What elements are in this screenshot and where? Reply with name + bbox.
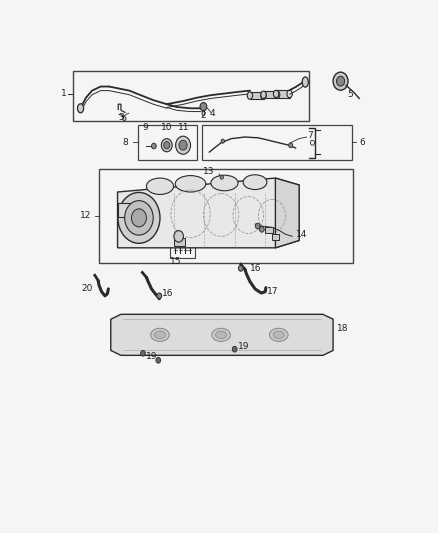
Text: 1: 1 bbox=[60, 90, 66, 99]
Polygon shape bbox=[111, 314, 333, 356]
Bar bbox=[74, 71, 309, 120]
Ellipse shape bbox=[155, 331, 166, 338]
Circle shape bbox=[161, 139, 172, 152]
Ellipse shape bbox=[151, 328, 170, 342]
Circle shape bbox=[141, 350, 145, 356]
Text: 14: 14 bbox=[297, 230, 308, 239]
Text: 19: 19 bbox=[146, 352, 157, 361]
Circle shape bbox=[336, 76, 345, 86]
Bar bbox=[202, 125, 352, 159]
Bar bbox=[264, 91, 277, 99]
Ellipse shape bbox=[212, 328, 230, 342]
Polygon shape bbox=[276, 178, 299, 248]
Text: 20: 20 bbox=[81, 285, 93, 293]
Ellipse shape bbox=[261, 91, 266, 99]
Ellipse shape bbox=[269, 328, 288, 342]
Circle shape bbox=[156, 358, 161, 363]
Text: 5: 5 bbox=[347, 90, 353, 99]
Circle shape bbox=[179, 140, 187, 150]
Ellipse shape bbox=[202, 111, 205, 116]
Circle shape bbox=[125, 200, 153, 235]
Circle shape bbox=[118, 192, 160, 243]
Text: 6: 6 bbox=[359, 138, 365, 147]
Circle shape bbox=[311, 140, 314, 145]
Ellipse shape bbox=[261, 92, 266, 99]
Circle shape bbox=[174, 231, 184, 242]
Text: 13: 13 bbox=[203, 167, 215, 176]
Circle shape bbox=[333, 72, 348, 90]
Text: 12: 12 bbox=[80, 211, 91, 220]
Bar bbox=[99, 168, 353, 263]
Text: 16: 16 bbox=[162, 289, 173, 298]
Ellipse shape bbox=[302, 77, 308, 87]
Circle shape bbox=[259, 227, 264, 232]
Bar bbox=[170, 228, 194, 257]
Ellipse shape bbox=[287, 90, 293, 98]
Bar bbox=[265, 227, 273, 233]
Text: 17: 17 bbox=[267, 287, 279, 296]
Polygon shape bbox=[117, 178, 299, 248]
Bar bbox=[272, 235, 279, 240]
Ellipse shape bbox=[78, 104, 84, 113]
Bar bbox=[138, 125, 197, 159]
Text: 4: 4 bbox=[210, 109, 215, 118]
Bar bbox=[174, 238, 185, 246]
Circle shape bbox=[221, 139, 224, 143]
Circle shape bbox=[220, 175, 223, 179]
Circle shape bbox=[200, 102, 207, 111]
Circle shape bbox=[164, 142, 170, 149]
Circle shape bbox=[157, 293, 162, 298]
Text: 18: 18 bbox=[337, 324, 349, 333]
Ellipse shape bbox=[273, 90, 279, 98]
Text: 15: 15 bbox=[170, 257, 181, 266]
Ellipse shape bbox=[215, 331, 226, 338]
Ellipse shape bbox=[274, 91, 280, 99]
Text: 8: 8 bbox=[122, 138, 128, 147]
Ellipse shape bbox=[247, 92, 253, 99]
Circle shape bbox=[232, 346, 237, 352]
Circle shape bbox=[289, 143, 293, 148]
Text: 2: 2 bbox=[201, 111, 206, 120]
Bar bbox=[117, 204, 131, 216]
Text: 10: 10 bbox=[161, 123, 173, 132]
Circle shape bbox=[176, 136, 191, 154]
Circle shape bbox=[123, 117, 126, 120]
Text: 16: 16 bbox=[250, 264, 261, 273]
Ellipse shape bbox=[273, 331, 284, 338]
Text: 9: 9 bbox=[143, 123, 148, 132]
Text: 3: 3 bbox=[118, 113, 124, 122]
Ellipse shape bbox=[211, 175, 238, 191]
Text: 7: 7 bbox=[307, 131, 313, 140]
Text: 19: 19 bbox=[238, 342, 250, 351]
Circle shape bbox=[152, 143, 156, 149]
Ellipse shape bbox=[146, 178, 173, 195]
Circle shape bbox=[131, 209, 146, 227]
Ellipse shape bbox=[175, 175, 206, 192]
Circle shape bbox=[255, 223, 260, 229]
Ellipse shape bbox=[243, 175, 267, 190]
Bar bbox=[250, 92, 264, 99]
Text: 11: 11 bbox=[178, 123, 190, 132]
Bar bbox=[276, 90, 290, 98]
Circle shape bbox=[238, 265, 243, 271]
